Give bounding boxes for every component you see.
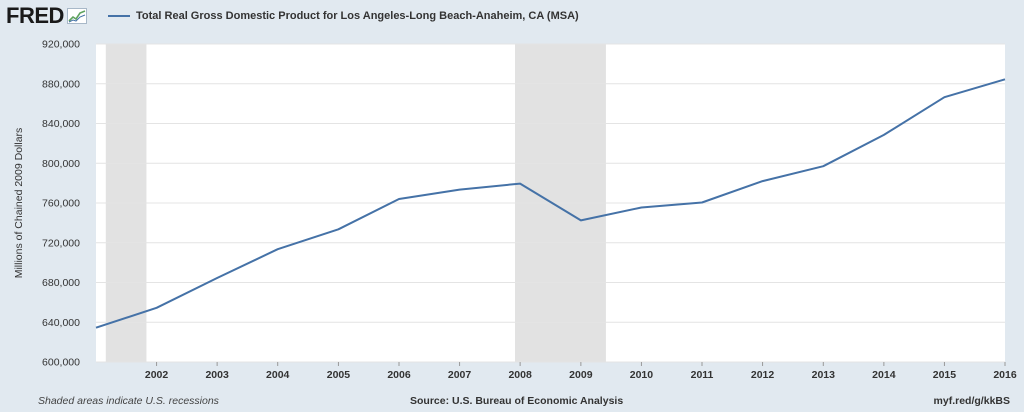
y-axis-title: Millions of Chained 2009 Dollars: [13, 128, 25, 279]
y-tick-label: 840,000: [42, 118, 80, 130]
x-tick-label: 2015: [933, 369, 957, 381]
y-tick-label: 800,000: [42, 158, 80, 170]
x-tick-label: 2002: [145, 369, 169, 381]
series-line-0: [95, 78, 1006, 329]
chart-legend: Total Real Gross Domestic Product for Lo…: [108, 10, 579, 22]
source-note: Source: U.S. Bureau of Economic Analysis: [410, 395, 624, 407]
logo-text: FRED: [6, 3, 64, 28]
data-point: [95, 327, 97, 329]
x-tick-label: 2011: [691, 369, 714, 381]
data-point: [640, 206, 642, 208]
legend-swatch: [108, 15, 130, 17]
data-point: [761, 180, 763, 182]
x-tick-label: 2008: [508, 369, 532, 381]
y-tick-label: 720,000: [42, 237, 80, 249]
data-point: [943, 96, 945, 98]
data-point: [398, 198, 400, 200]
y-tick-label: 680,000: [42, 277, 80, 289]
recession-note: Shaded areas indicate U.S. recessions: [38, 395, 219, 407]
data-point: [580, 219, 582, 221]
x-tick-label: 2013: [812, 369, 836, 381]
legend-label: Total Real Gross Domestic Product for Lo…: [136, 10, 579, 22]
data-point: [277, 248, 279, 250]
data-point: [1004, 78, 1006, 80]
y-tick-label: 920,000: [42, 39, 80, 51]
y-tick-label: 880,000: [42, 78, 80, 90]
x-tick-label: 2007: [448, 369, 472, 381]
data-point: [458, 188, 460, 190]
fred-logo[interactable]: FRED: [6, 4, 87, 28]
data-point: [701, 201, 703, 203]
x-tick-label: 2009: [569, 369, 593, 381]
y-tick-label: 600,000: [42, 357, 80, 369]
data-point: [216, 277, 218, 279]
data-point: [155, 307, 157, 309]
trend-graph-icon: [66, 8, 87, 24]
x-tick-label: 2003: [205, 369, 229, 381]
x-tick-label: 2004: [266, 369, 290, 381]
data-point: [822, 165, 824, 167]
data-point: [519, 182, 521, 184]
x-tick-label: 2010: [630, 369, 654, 381]
data-point: [337, 228, 339, 230]
x-tick-label: 2006: [387, 369, 411, 381]
data-point: [883, 134, 885, 136]
x-tick-label: 2005: [327, 369, 351, 381]
y-tick-label: 760,000: [42, 198, 80, 210]
x-tick-label: 2012: [751, 369, 775, 381]
y-tick-label: 640,000: [42, 317, 80, 329]
short-url-link[interactable]: myf.red/g/kkBS: [933, 395, 1010, 407]
x-tick-label: 2016: [993, 369, 1017, 381]
x-tick-label: 2014: [872, 369, 896, 381]
